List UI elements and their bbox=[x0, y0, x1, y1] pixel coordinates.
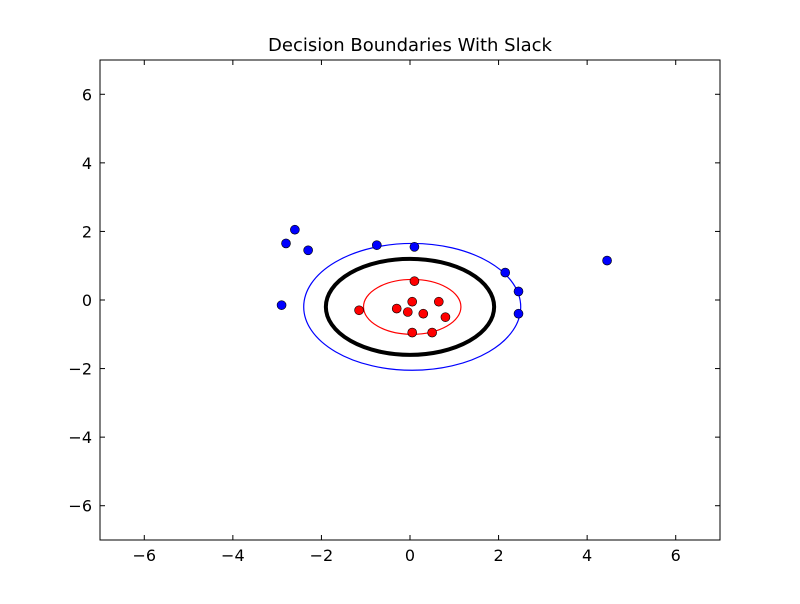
x-tick-label: −4 bbox=[221, 546, 245, 565]
x-tick-label: 0 bbox=[405, 546, 415, 565]
y-tick-label: 2 bbox=[82, 222, 92, 241]
x-tick-label: −2 bbox=[310, 546, 334, 565]
y-tick-label: 6 bbox=[82, 85, 92, 104]
data-points bbox=[276, 224, 612, 338]
boundary-decision bbox=[323, 256, 497, 357]
x-tick-label: 6 bbox=[671, 546, 681, 565]
y-tick-label: −4 bbox=[68, 428, 92, 447]
point-series0-3 bbox=[276, 300, 287, 310]
point-series0-5 bbox=[409, 242, 420, 252]
boundary-inner-margin bbox=[362, 278, 462, 335]
boundary-outer-margin bbox=[303, 242, 522, 371]
y-tick-label: −6 bbox=[68, 497, 92, 516]
x-tick-label: −6 bbox=[132, 546, 156, 565]
y-tick-label: 0 bbox=[82, 291, 92, 310]
decision-boundaries bbox=[303, 242, 522, 371]
point-series0-0 bbox=[290, 224, 300, 235]
point-series0-7 bbox=[513, 286, 524, 297]
point-series1-4 bbox=[407, 296, 418, 307]
point-series1-5 bbox=[418, 308, 429, 319]
point-series0-1 bbox=[281, 238, 291, 249]
point-series0-8 bbox=[513, 308, 524, 319]
point-series1-1 bbox=[354, 305, 364, 316]
chart-title: Decision Boundaries With Slack bbox=[268, 35, 552, 56]
point-series1-2 bbox=[391, 303, 402, 314]
point-series0-4 bbox=[371, 240, 382, 250]
y-tick-label: −2 bbox=[68, 360, 92, 379]
point-series1-6 bbox=[433, 296, 444, 307]
point-series1-8 bbox=[407, 327, 418, 338]
point-series1-9 bbox=[427, 327, 437, 338]
point-series0-2 bbox=[303, 245, 313, 256]
point-series0-9 bbox=[602, 255, 612, 266]
point-series0-6 bbox=[500, 267, 511, 278]
axis-ticks: −6 −4 −2 0 2 4 6 −6 −4 −2 0 2 4 6 bbox=[68, 60, 720, 565]
y-tick-label: 4 bbox=[82, 154, 92, 173]
x-tick-label: 2 bbox=[493, 546, 503, 565]
point-series1-3 bbox=[402, 307, 413, 317]
point-series1-0 bbox=[409, 276, 420, 286]
point-series1-7 bbox=[440, 312, 451, 322]
x-tick-label: 4 bbox=[582, 546, 592, 565]
